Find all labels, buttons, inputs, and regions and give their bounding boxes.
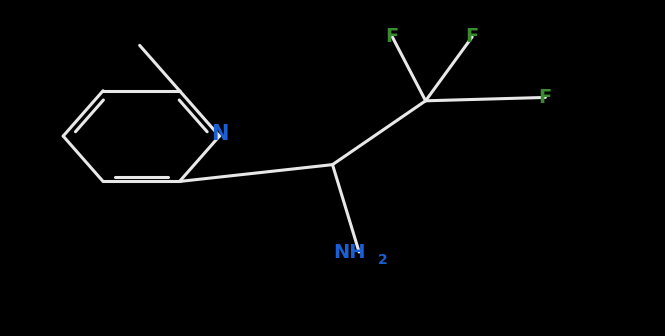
Text: N: N bbox=[211, 124, 228, 144]
Text: F: F bbox=[539, 88, 552, 107]
Text: 2: 2 bbox=[378, 253, 387, 267]
Text: F: F bbox=[465, 28, 479, 46]
Text: F: F bbox=[386, 28, 399, 46]
Text: NH: NH bbox=[333, 243, 366, 261]
